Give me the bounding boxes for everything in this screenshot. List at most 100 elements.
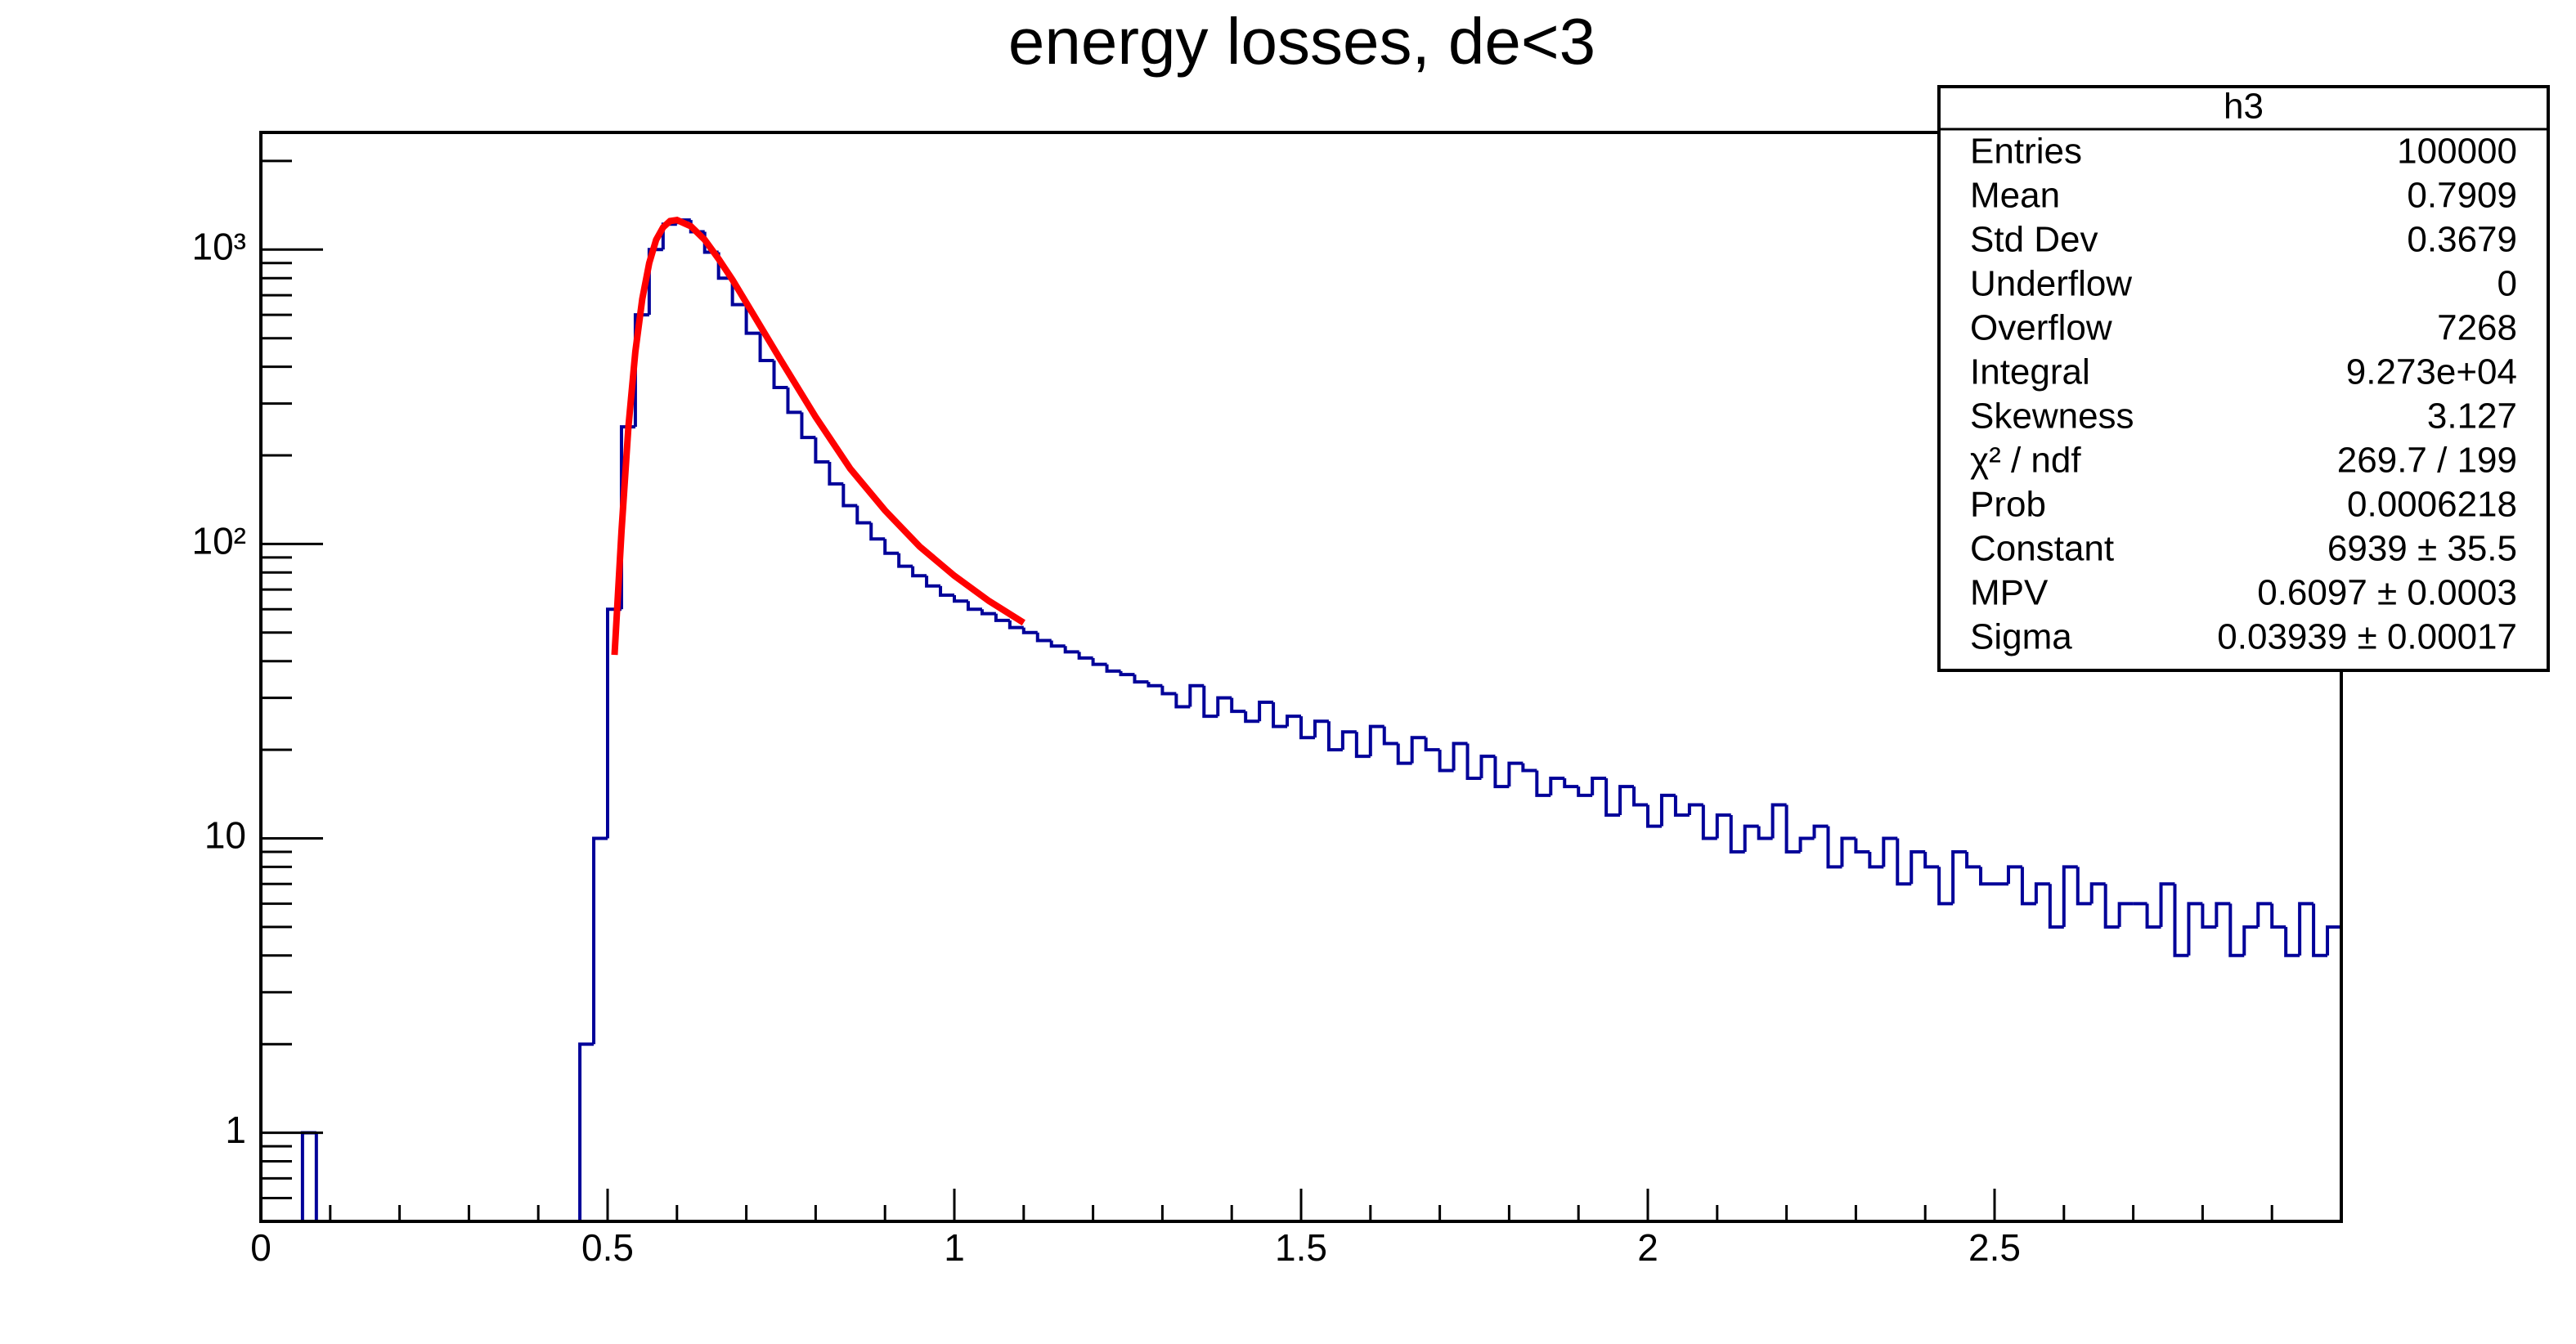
- histogram-bin: [1396, 743, 1412, 765]
- histogram-bin: [300, 1131, 316, 1221]
- histogram-bin: [814, 437, 830, 464]
- histogram-bin: [953, 595, 968, 603]
- histogram-bin: [855, 505, 872, 525]
- stats-label: Mean: [1970, 176, 2060, 216]
- histogram-bin: [1160, 685, 1177, 696]
- histogram-bin: [980, 609, 996, 616]
- histogram-bin: [966, 601, 982, 612]
- histogram-bin: [1798, 836, 1815, 852]
- histogram-bin: [2326, 925, 2341, 956]
- histogram-bin: [1673, 795, 1690, 817]
- histogram-bin: [1465, 743, 1482, 780]
- histogram-bin: [1604, 777, 1621, 817]
- histogram-bin: [1021, 627, 1038, 634]
- histogram-bin: [1299, 716, 1315, 740]
- histogram-bin: [1687, 803, 1703, 815]
- histogram-bin: [1147, 682, 1163, 688]
- histogram-bin: [1910, 849, 1926, 885]
- histogram-bin: [1729, 814, 1745, 853]
- histogram-bin: [1618, 785, 1635, 815]
- histogram-bin: [2312, 903, 2328, 957]
- histogram-bin: [925, 576, 941, 588]
- stats-label: Prob: [1970, 485, 2046, 525]
- stats-label: Entries: [1970, 132, 2082, 172]
- histogram-bin: [828, 462, 844, 486]
- histogram-bin: [1770, 803, 1787, 839]
- stats-label: Overflow: [1970, 308, 2112, 348]
- histogram-bin: [786, 388, 802, 414]
- stats-label: MPV: [1970, 573, 2049, 613]
- histogram-bin: [2215, 902, 2231, 927]
- histogram-bin: [1549, 776, 1565, 795]
- histogram-bin: [1882, 836, 1898, 867]
- histogram-bin: [2034, 882, 2050, 904]
- fit-curve: [611, 217, 1025, 656]
- y-tick-label: 1: [225, 1109, 246, 1151]
- stats-value: 0: [2497, 264, 2517, 304]
- histogram-bin: [2270, 903, 2287, 929]
- histogram-bin: [592, 836, 608, 1045]
- stats-label: Integral: [1970, 352, 2090, 392]
- histogram-bin: [1272, 701, 1288, 728]
- histogram-bin: [1923, 851, 1940, 869]
- histogram-bin: [2145, 903, 2161, 929]
- histogram-bin: [2298, 902, 2314, 956]
- y-tick-label: 10³: [192, 225, 246, 267]
- histogram-bin: [1591, 776, 1607, 795]
- histogram-bin: [1868, 851, 1884, 869]
- histogram-bin: [1008, 620, 1024, 629]
- histogram-bin: [647, 248, 663, 316]
- histogram-bin: [1354, 732, 1371, 759]
- y-tick-label: 10²: [192, 520, 246, 562]
- histogram-bin: [2103, 884, 2120, 929]
- histogram-bin: [1979, 867, 1995, 886]
- histogram-bin: [1646, 804, 1662, 828]
- histogram-bin: [1244, 711, 1260, 724]
- histogram-bin: [939, 585, 954, 598]
- histogram-bin: [1479, 755, 1496, 778]
- histogram-bin: [1521, 763, 1537, 773]
- histogram-bin: [2062, 865, 2078, 927]
- stats-value: 7268: [2437, 308, 2517, 348]
- histogram-bin: [1119, 670, 1135, 677]
- histogram-bin: [1659, 793, 1676, 827]
- histogram-bin: [1493, 756, 1510, 789]
- histogram-bin: [2006, 865, 2022, 885]
- histogram-bin: [1965, 851, 1981, 869]
- histogram-bin: [2048, 884, 2064, 929]
- histogram-bin: [633, 313, 649, 428]
- histogram-bin: [1410, 736, 1426, 764]
- histogram-bin: [744, 304, 761, 335]
- histogram-bin: [1424, 737, 1440, 752]
- stats-value: 0.03939 ± 0.00017: [2217, 617, 2517, 657]
- histogram-bin: [994, 613, 1010, 622]
- x-tick-label: 2: [1637, 1226, 1658, 1269]
- stats-value: 0.3679: [2407, 220, 2517, 260]
- histogram-bin: [1951, 849, 1968, 904]
- histogram-bin: [2284, 926, 2300, 957]
- histogram-bin: [1091, 657, 1107, 666]
- x-tick-label: 1.5: [1275, 1226, 1327, 1269]
- x-tick-label: 1: [944, 1226, 965, 1269]
- histogram-bin: [2076, 867, 2092, 906]
- histogram-bin: [1077, 652, 1093, 660]
- histogram-bin: [1826, 826, 1842, 869]
- histogram-bin: [1326, 721, 1343, 752]
- histogram-bin: [1937, 867, 1954, 906]
- stats-label: Sigma: [1970, 617, 2072, 657]
- histogram-bin: [2256, 902, 2273, 927]
- stats-value: 0.0006218: [2347, 485, 2517, 525]
- histogram-bin: [1896, 838, 1912, 886]
- stats-value: 0.7909: [2407, 176, 2517, 216]
- stats-label: Skewness: [1970, 396, 2134, 437]
- stats-box: [1937, 85, 2550, 672]
- histogram-bin: [2201, 903, 2217, 929]
- histogram-bin: [1063, 646, 1079, 654]
- histogram-bin: [897, 553, 913, 568]
- histogram-bin: [1715, 813, 1731, 839]
- histogram-bin: [1757, 826, 1773, 840]
- histogram-bin: [1368, 724, 1384, 757]
- histogram-bin: [314, 1132, 330, 1221]
